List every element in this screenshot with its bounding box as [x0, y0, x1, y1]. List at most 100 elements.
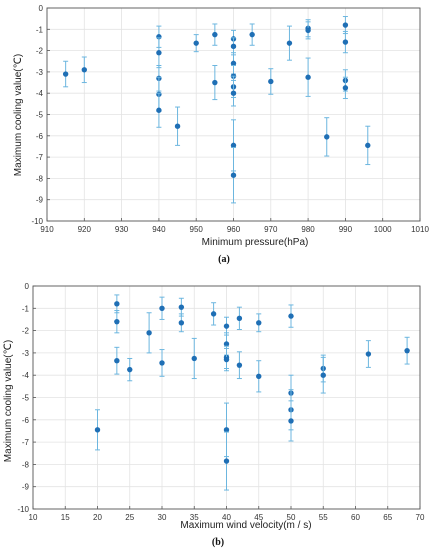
- chart-a-data-point: [212, 23, 218, 46]
- chart-b-data-point: [320, 356, 326, 394]
- chart-b-data-point: [223, 316, 230, 336]
- chart-a-marker: [365, 142, 371, 149]
- chart-a-marker: [174, 123, 181, 129]
- chart-a-data-point: [230, 147, 237, 204]
- chart-a-marker: [212, 79, 218, 86]
- chart-b-marker: [94, 427, 101, 433]
- chart-b-marker: [114, 318, 120, 325]
- chart-a-data-point: [324, 117, 330, 157]
- chart-b: 10 15 20 25 30 35 40 45 50 55 60 65 70 0 -1 -2 -3 -4 -5 -6 -…: [3, 282, 425, 548]
- chart-a-y-tick-label: -2: [36, 47, 44, 56]
- chart-b-marker: [223, 341, 230, 347]
- chart-b-marker: [191, 355, 197, 362]
- chart-b-plot-area: 10 15 20 25 30 35 40 45 50 55 60 65 70 0 -1 -2 -3 -4 -5 -6 -…: [17, 282, 425, 522]
- chart-a-data-point: [81, 56, 88, 84]
- chart-a: 910 920 930 940 950 960 970 980 990 1000 1010 0 -1 -2…: [13, 4, 429, 265]
- chart-b-x-tick-label: 15: [61, 513, 70, 522]
- chart-a-y-tick-label: -3: [36, 68, 44, 77]
- chart-a-marker: [230, 90, 237, 96]
- chart-a-data-point: [249, 23, 255, 46]
- chart-a-xlabel: Minimum pressure(hPa): [202, 237, 309, 248]
- chart-a-ylabel: Maximum cooling value(℃): [13, 54, 24, 176]
- chart-a-data-point: [305, 21, 311, 40]
- chart-b-x-tick-label: 55: [319, 513, 328, 522]
- chart-b-data-point: [288, 400, 294, 442]
- chart-b-data-point: [365, 340, 372, 368]
- chart-b-y-tick-label: -2: [22, 327, 30, 336]
- chart-b-data-point: [210, 302, 217, 326]
- chart-b-marker: [223, 427, 230, 433]
- chart-a-marker: [342, 22, 349, 28]
- chart-b-marker: [365, 351, 372, 357]
- chart-a-marker: [286, 40, 293, 46]
- chart-b-x-tick-label: 40: [222, 513, 231, 522]
- chart-a-y-tick-label: -5: [36, 111, 44, 120]
- chart-a-x-tick-label: 960: [227, 225, 241, 234]
- chart-a-marker: [249, 31, 255, 38]
- chart-b-data-point: [94, 409, 101, 451]
- chart-b-marker: [223, 356, 230, 363]
- chart-b-marker: [320, 372, 326, 378]
- chart-b-data-point: [114, 346, 120, 375]
- chart-b-marker: [236, 362, 243, 368]
- chart-a-data-point: [342, 30, 349, 54]
- chart-a-data-point: [230, 79, 237, 107]
- chart-a-x-tick-label: 980: [301, 225, 315, 234]
- chart-a-y-tick-label: -10: [31, 217, 43, 226]
- chart-a-marker: [62, 71, 69, 77]
- chart-a-data-point: [174, 106, 181, 146]
- chart-a-marker: [230, 172, 237, 178]
- chart-b-x-tick-label: 50: [287, 513, 296, 522]
- chart-a-marker: [305, 74, 311, 80]
- chart-b-marker: [404, 347, 410, 354]
- chart-b-data-point: [178, 313, 185, 333]
- chart-a-marker: [230, 142, 237, 149]
- chart-b-x-tick-label: 60: [351, 513, 360, 522]
- chart-a-data-point: [365, 125, 371, 166]
- chart-b-x-tick-label: 45: [254, 513, 263, 522]
- chart-b-marker: [178, 304, 185, 310]
- chart-b-x-tick-label: 35: [190, 513, 199, 522]
- chart-b-data-point: [236, 306, 243, 330]
- chart-b-x-tick-label: 25: [125, 513, 134, 522]
- chart-b-marker: [159, 360, 165, 366]
- chart-b-marker: [159, 305, 165, 311]
- chart-b-data-point: [191, 337, 197, 380]
- chart-b-marker: [256, 320, 262, 326]
- chart-a-marker: [81, 67, 88, 73]
- chart-a-marker: [342, 85, 349, 91]
- chart-b-x-tick-label: 10: [29, 513, 38, 522]
- chart-a-data-point: [268, 68, 274, 95]
- chart-b-marker: [178, 320, 185, 326]
- chart-b-data-point: [159, 296, 165, 320]
- chart-a-data-point: [230, 52, 237, 75]
- chart-b-data-point: [223, 431, 230, 491]
- chart-a-marker: [193, 40, 199, 46]
- chart-a-plot-area: 910 920 930 940 950 960 970 980 990 1000 1010 0 -1 -2…: [31, 4, 429, 234]
- chart-a-data-point: [286, 25, 293, 61]
- chart-b-y-tick-label: -8: [22, 460, 30, 469]
- chart-b-y-tick-label: -3: [22, 349, 30, 358]
- chart-a-data-point: [62, 60, 69, 88]
- chart-b-marker: [223, 458, 230, 464]
- chart-b-marker: [288, 313, 294, 319]
- chart-a-x-tick-label: 910: [40, 225, 54, 234]
- chart-b-data-point: [114, 310, 120, 334]
- chart-b-data-point: [404, 336, 410, 365]
- chart-b-data-point: [159, 349, 165, 377]
- chart-a-data-point: [342, 76, 349, 100]
- chart-b-data-point: [236, 351, 243, 380]
- chart-b-y-tick-label: -1: [22, 304, 30, 313]
- chart-b-panel-label: (b): [212, 537, 224, 548]
- chart-b-y-tick-label: -7: [22, 438, 30, 447]
- chart-b-data-point: [288, 304, 294, 328]
- chart-a-y-tick-label: -4: [36, 89, 44, 98]
- chart-a-y-tick-label: -6: [36, 132, 44, 141]
- chart-a-y-tick-label: 0: [39, 4, 44, 13]
- chart-b-x-tick-label: 20: [93, 513, 102, 522]
- chart-a-panel-label: (a): [218, 254, 230, 265]
- chart-a-marker: [156, 50, 162, 56]
- chart-b-xlabel: Maximum wind velocity(m / s): [180, 520, 311, 531]
- chart-a-y-tick-label: -8: [36, 174, 44, 183]
